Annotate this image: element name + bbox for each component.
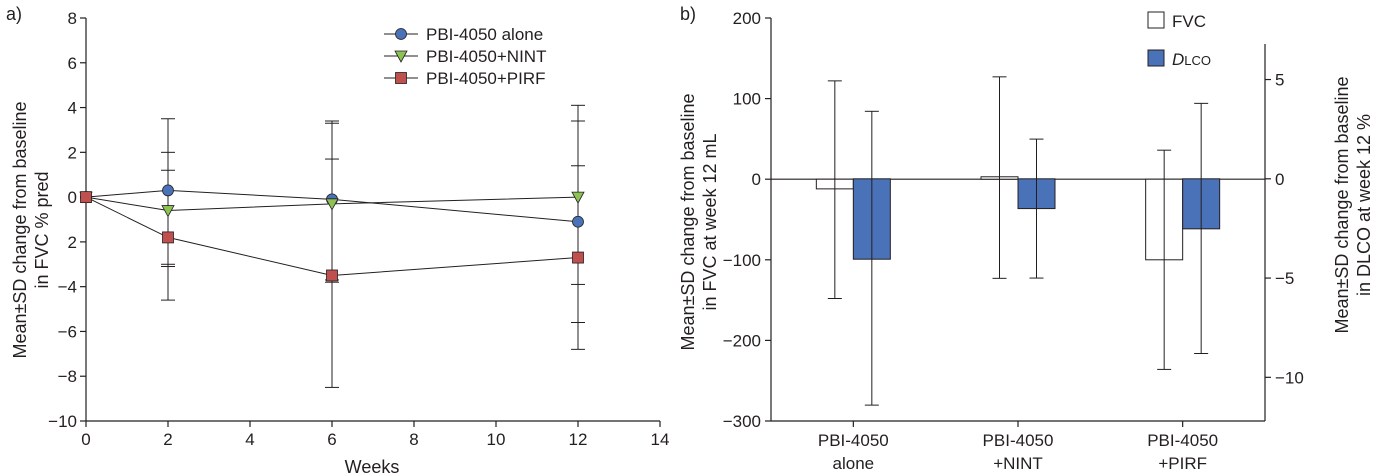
legend-label-fvc: FVC: [1172, 12, 1206, 31]
series-errorbars-1: [161, 104, 585, 285]
panel-b-right-tick-label: 0: [1275, 170, 1284, 189]
panel-a-ylabel-line1: Mean±SD change from baseline: [10, 101, 30, 358]
panel-a-xtick-label: 6: [327, 430, 336, 449]
panel-b-right-tick-label: −5: [1275, 269, 1294, 288]
panel-b-category-label: PBI-4050: [1147, 431, 1218, 450]
panel-b-left-tick-label: 200: [733, 9, 761, 28]
series-line-2: [85, 196, 579, 276]
panel-a-ytick-label: 2: [68, 233, 77, 252]
data-point-1: [571, 191, 585, 204]
panel-b-axes: 200 100 0 −100 −200 −300 5 0 −5 −10 PBI-4050 alone P…: [723, 9, 1304, 473]
legend-swatch-dlco: [1147, 49, 1165, 67]
panel-b-label: b): [680, 4, 696, 24]
panel-a-ytick-label: 4: [68, 99, 77, 118]
panel-b-ylabel-left-line1: Mean±SD change from baseline: [678, 93, 698, 350]
panel-a-xtick-label: 10: [487, 430, 506, 449]
panel-b-right-tick-label: −10: [1275, 368, 1304, 387]
panel-b-ylabel-left-line2: in FVC at week 12 mL: [700, 133, 720, 310]
panel-b-category-label: PBI-4050: [818, 431, 889, 450]
panel-a-ytick-label: −10: [48, 412, 77, 431]
panel-b-left-tick-label: −100: [723, 251, 761, 270]
panel-a-ytick-label: −8: [58, 367, 77, 386]
panel-a-label: a): [6, 4, 22, 24]
panel-a-ytick-label: 8: [68, 9, 77, 28]
legend-marker: [395, 28, 407, 40]
panel-b-left-tick-label: −300: [723, 412, 761, 431]
legend-marker: [395, 72, 407, 84]
panel-a-line-chart: a) Mean±SD change from baseline in FVC %…: [6, 4, 669, 476]
legend-label: PBI-4050+PIRF: [426, 69, 546, 88]
data-point-1: [325, 198, 339, 211]
series-line-1: [85, 196, 579, 212]
legend-label: PBI-4050+NINT: [426, 47, 546, 66]
panel-b-ylabel-right-line1: Mean±SD change from baseline: [1332, 76, 1352, 333]
data-point-0: [572, 215, 584, 228]
data-point-2: [80, 191, 92, 204]
data-point-0: [162, 184, 174, 197]
bar-series-0: [815, 76, 1184, 370]
panel-a-xtick-label: 0: [81, 430, 90, 449]
panel-a-xtick-label: 4: [245, 430, 254, 449]
series-line-0: [85, 189, 579, 223]
legend-label-dlco-d: D: [1172, 50, 1184, 69]
panel-b-left-tick-label: 100: [733, 90, 761, 109]
data-point-2: [326, 269, 338, 282]
panel-b-category-label: PBI-4050: [983, 431, 1054, 450]
panel-a-ylabel-line2: in FVC % pred: [32, 171, 52, 288]
data-point-1: [161, 205, 175, 218]
panel-b-ylabel-right-line2: in DLCO at week 12 %: [1354, 114, 1374, 296]
panel-a-xtick-label: 2: [163, 430, 172, 449]
panel-b-left-tick-label: 0: [752, 170, 761, 189]
panel-a-ytick-label: 6: [68, 54, 77, 73]
panel-a-legend: PBI-4050 alone PBI-4050+NINT PBI-4050+PIRF: [384, 25, 546, 88]
panel-b-bar-chart: b) Mean±SD change from baseline in FVC a…: [678, 4, 1374, 473]
legend-label-dlco: DLCO: [1172, 50, 1211, 69]
panel-b-legend: FVC DLCO: [1147, 11, 1211, 69]
panel-a-series: [79, 104, 585, 388]
panel-a-xlabel: Weeks: [345, 457, 400, 476]
panel-b-left-tick-label: −200: [723, 331, 761, 350]
panel-a-ytick-label: 0: [68, 188, 77, 207]
data-point-2: [572, 251, 584, 264]
panel-a-ytick-label: 2: [68, 143, 77, 162]
panel-b-right-tick-label: 5: [1275, 71, 1284, 90]
panel-a-xtick-label: 14: [651, 430, 670, 449]
panel-a-xtick-label: 12: [569, 430, 588, 449]
bar-series-1: [852, 102, 1221, 406]
legend-label-dlco-rest: LCO: [1184, 53, 1211, 68]
panel-b-category-label: +PIRF: [1158, 454, 1207, 473]
data-point-2: [162, 231, 174, 244]
panel-b-category-label: alone: [833, 454, 875, 473]
panel-a-ytick-label: −6: [58, 322, 77, 341]
panel-a-xtick-label: 8: [409, 430, 418, 449]
panel-b-bars: [815, 76, 1221, 406]
legend-marker: [394, 50, 408, 63]
panel-b-category-label: +NINT: [993, 454, 1043, 473]
legend-label: PBI-4050 alone: [426, 25, 543, 44]
panel-a-ytick-label: −4: [58, 278, 77, 297]
series-errorbars-0: [161, 118, 585, 323]
legend-swatch-fvc: [1147, 11, 1165, 29]
